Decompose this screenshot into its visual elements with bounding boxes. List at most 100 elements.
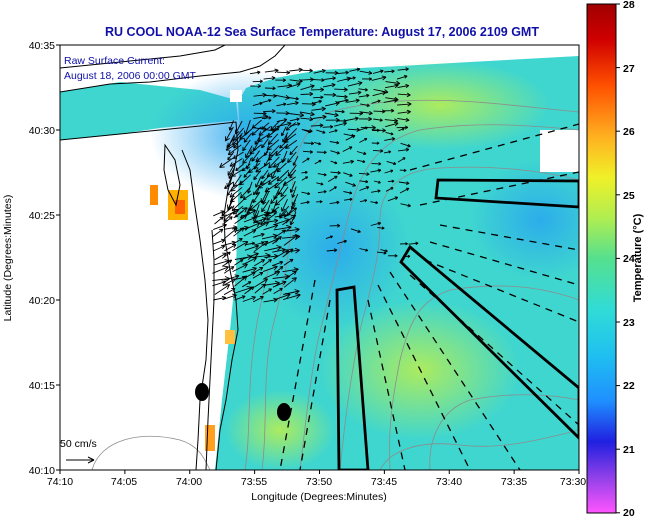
current-arrow xyxy=(272,248,286,253)
current-arrow xyxy=(212,281,226,287)
warm-spot-southwest xyxy=(225,390,335,470)
current-arrow xyxy=(213,210,225,217)
current-arrow xyxy=(266,212,278,221)
current-arrow-head xyxy=(343,122,347,126)
current-arrow xyxy=(314,160,322,165)
current-arrow-head xyxy=(396,80,401,84)
current-arrow-head xyxy=(251,157,253,162)
current-arrow-head xyxy=(391,69,395,72)
current-arrow-head xyxy=(262,259,265,263)
current-arrow xyxy=(289,79,303,82)
current-arrow-head xyxy=(285,126,289,131)
current-arrow-head xyxy=(371,127,376,131)
current-arrow-head xyxy=(310,85,315,89)
current-arrow xyxy=(224,226,238,230)
current-arrow xyxy=(252,119,262,129)
current-arrow xyxy=(324,77,336,80)
current-arrow-head xyxy=(405,117,410,121)
current-arrow xyxy=(213,224,227,231)
current-arrow-head xyxy=(358,229,361,233)
current-arrow-head xyxy=(295,102,299,106)
current-arrow xyxy=(325,102,340,107)
current-arrow xyxy=(243,217,256,223)
x-tick-label: 74:00 xyxy=(176,476,202,488)
current-arrow-head xyxy=(235,209,240,214)
current-arrow-head xyxy=(294,207,298,213)
current-arrow-head xyxy=(406,92,411,96)
current-arrow-head xyxy=(287,171,290,177)
colorbar-tick-label: 23 xyxy=(623,317,635,329)
current-arrow xyxy=(253,115,268,119)
current-arrow xyxy=(234,295,246,301)
current-arrow-head xyxy=(406,109,411,113)
current-arrow-head xyxy=(405,147,410,150)
current-arrow-head xyxy=(334,161,338,164)
current-arrow-head xyxy=(406,181,410,184)
current-arrow-head xyxy=(232,227,238,230)
current-arrow-head xyxy=(323,150,327,153)
current-arrow-head xyxy=(365,88,368,91)
current-arrow-head xyxy=(240,238,243,242)
current-arrow-head xyxy=(380,70,384,74)
current-arrow xyxy=(373,118,383,121)
current-arrow-head xyxy=(344,96,348,99)
current-arrow xyxy=(287,151,297,163)
current-arrow-head xyxy=(294,277,297,283)
current-arrow xyxy=(245,145,253,158)
current-arrow xyxy=(348,91,362,95)
warm-pixel xyxy=(225,330,235,344)
current-arrow-head xyxy=(368,72,373,75)
current-arrow-head xyxy=(252,200,257,204)
current-arrow xyxy=(221,259,232,267)
current-arrow xyxy=(371,190,381,193)
current-arrow-head xyxy=(247,256,253,261)
current-arrow-head xyxy=(334,129,338,131)
current-arrow-head xyxy=(332,77,336,81)
current-arrow-head xyxy=(332,76,336,79)
current-arrow xyxy=(242,257,257,266)
legend-current-title: Raw Surface Current: xyxy=(64,55,165,67)
current-arrow xyxy=(359,186,370,191)
current-arrow xyxy=(310,124,324,127)
current-arrow xyxy=(287,164,297,177)
current-arrow xyxy=(232,241,249,251)
current-arrow-head xyxy=(258,131,262,136)
current-arrow-head xyxy=(263,217,267,222)
current-arrow-head xyxy=(272,210,277,212)
current-arrow-head xyxy=(292,234,298,237)
current-arrow xyxy=(300,78,314,81)
radial-line xyxy=(409,274,579,426)
current-arrow-head xyxy=(355,98,360,101)
current-arrow-head xyxy=(255,157,259,163)
current-arrow xyxy=(359,138,368,143)
current-arrow-head xyxy=(308,130,311,133)
current-arrow xyxy=(240,186,251,199)
current-arrow xyxy=(275,143,289,156)
current-arrow-head xyxy=(283,138,287,143)
current-arrow xyxy=(252,233,265,238)
current-arrow xyxy=(283,234,298,246)
current-arrow xyxy=(264,255,278,259)
current-arrow-head xyxy=(250,286,254,288)
current-arrow xyxy=(274,214,287,218)
current-arrow xyxy=(289,69,303,72)
current-arrow-head xyxy=(281,266,284,270)
current-arrow-head xyxy=(274,68,279,71)
current-arrow-head xyxy=(253,213,255,218)
current-arrow xyxy=(249,199,263,211)
current-arrow xyxy=(232,174,242,188)
radial-line xyxy=(367,299,406,470)
current-arrow-head xyxy=(265,241,269,247)
current-arrow xyxy=(283,258,294,266)
current-arrow xyxy=(253,204,260,218)
current-arrow xyxy=(251,126,262,136)
current-arrow xyxy=(239,174,252,186)
current-arrow xyxy=(288,113,304,116)
current-arrow xyxy=(268,176,279,185)
y-tick-label: 40:20 xyxy=(29,295,55,307)
current-arrow xyxy=(313,96,324,99)
current-arrow-head xyxy=(366,172,370,175)
current-arrow-head xyxy=(343,87,348,91)
current-arrow xyxy=(330,150,340,154)
current-arrow-head xyxy=(233,135,235,141)
